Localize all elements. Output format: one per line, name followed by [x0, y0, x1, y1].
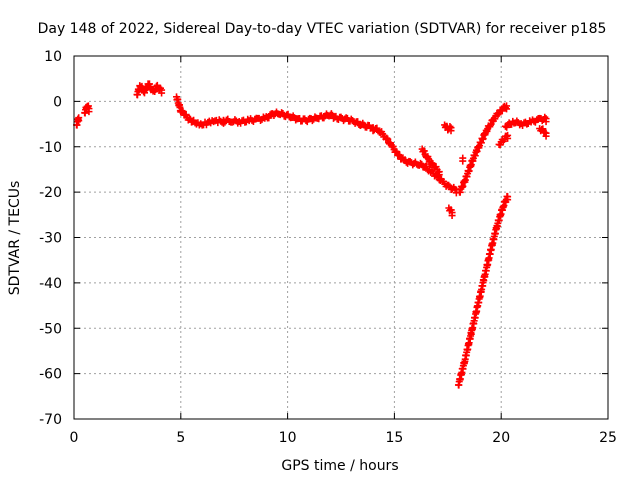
data-point — [185, 114, 193, 122]
y-tick-label: 10 — [44, 49, 62, 65]
x-axis-label: GPS time / hours — [281, 458, 398, 474]
data-point — [445, 181, 453, 189]
y-tick-label: -30 — [39, 231, 62, 247]
data-point — [503, 105, 511, 113]
x-tick-label: 15 — [385, 430, 403, 446]
x-tick-label: 5 — [176, 430, 185, 446]
data-point — [384, 135, 392, 143]
data-point — [85, 108, 93, 116]
data-point — [494, 111, 502, 119]
y-tick-label: -50 — [39, 321, 62, 337]
data-point — [446, 122, 454, 130]
data-point — [541, 113, 549, 121]
data-point — [422, 162, 430, 170]
x-tick-labels: 0 5 10 15 20 25 — [70, 430, 617, 446]
data-point — [158, 89, 166, 97]
data-point — [491, 115, 499, 123]
data-point — [542, 132, 550, 140]
data-point — [542, 118, 550, 126]
data-point — [435, 171, 443, 179]
chart-title: Day 148 of 2022, Sidereal Day-to-day VTE… — [38, 21, 607, 37]
y-axis-label: SDTVAR / TECUs — [7, 181, 23, 296]
data-point — [504, 196, 512, 204]
x-tick-label: 10 — [279, 430, 297, 446]
y-tick-label: -40 — [39, 276, 62, 292]
x-tick-label: 0 — [70, 430, 79, 446]
y-tick-label: -20 — [39, 185, 62, 201]
data-point — [75, 117, 83, 125]
data-point — [308, 117, 316, 125]
grid-lines — [74, 56, 608, 419]
data-point — [539, 125, 547, 133]
data-point — [278, 109, 286, 117]
data-point — [383, 134, 391, 142]
data-point — [459, 157, 467, 165]
x-tick-label: 20 — [492, 430, 510, 446]
data-points — [73, 80, 550, 389]
y-tick-label: -60 — [39, 367, 62, 383]
data-point — [416, 159, 424, 167]
x-tick-label: 25 — [599, 430, 617, 446]
data-point — [395, 151, 403, 159]
y-tick-label: 0 — [53, 94, 62, 110]
data-point — [448, 212, 456, 220]
data-point — [447, 127, 455, 135]
axis-ticks — [73, 55, 609, 420]
data-point — [265, 114, 273, 122]
data-point — [504, 134, 512, 142]
y-tick-label: -10 — [39, 140, 62, 156]
y-tick-label: -70 — [39, 412, 62, 428]
y-tick-labels: 10 0 -10 -20 -30 -40 -50 -60 -70 — [39, 49, 62, 428]
